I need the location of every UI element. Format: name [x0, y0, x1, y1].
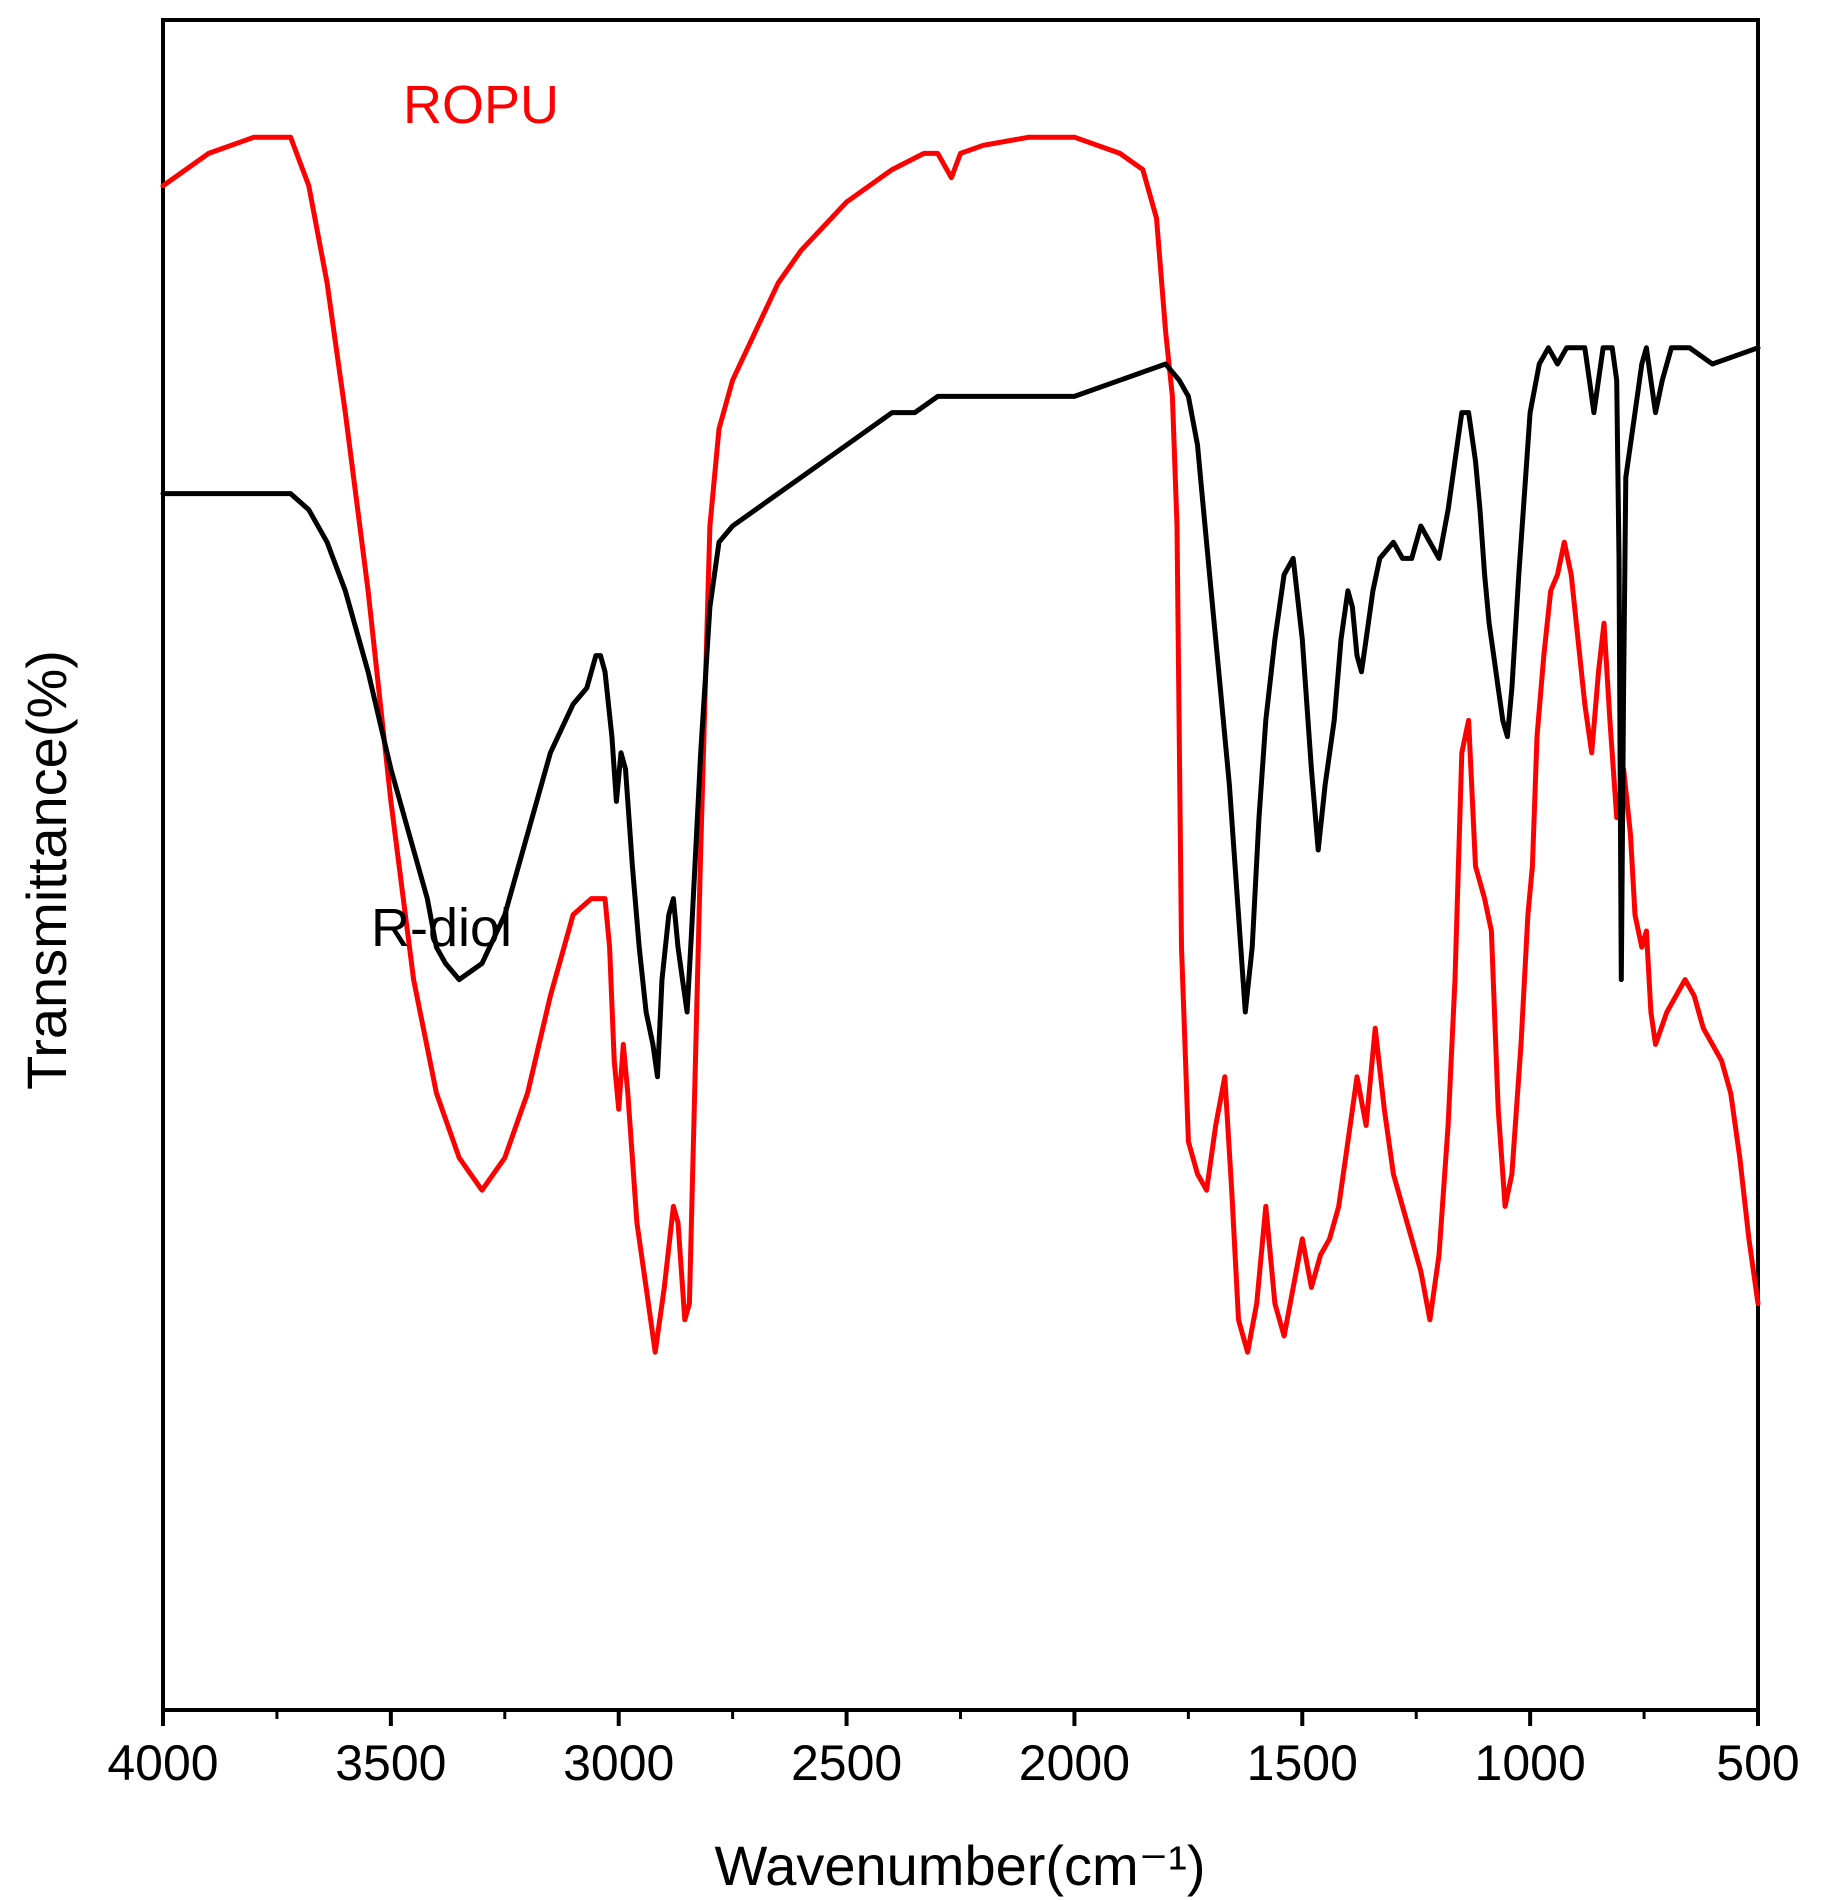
x-axis-title: Wavenumber(cm⁻¹) [714, 1834, 1205, 1897]
y-axis-title: Transmittance(%) [15, 650, 78, 1090]
x-tick-label: 1500 [1247, 1735, 1358, 1791]
x-tick-label: 3000 [563, 1735, 674, 1791]
x-tick-label: 1000 [1475, 1735, 1586, 1791]
x-tick-label: 2500 [791, 1735, 902, 1791]
series-line-r-diol [160, 345, 1761, 1080]
x-axis-tick-labels: 4000 3500 3000 2500 2000 1500 1000 500 [107, 1735, 1799, 1791]
x-tick-label: 500 [1716, 1735, 1799, 1791]
x-tick-label: 3500 [335, 1735, 446, 1791]
series-layer [160, 134, 1761, 1355]
x-tick-label: 2000 [1019, 1735, 1130, 1791]
x-axis-ticks [161, 1710, 1760, 1726]
x-tick-label: 4000 [107, 1735, 218, 1791]
series-label-ropu: ROPU [403, 75, 559, 135]
series-line-ropu [160, 134, 1761, 1355]
plot-frame [161, 18, 1760, 1712]
series-label-r-diol: R-diol [371, 898, 512, 958]
